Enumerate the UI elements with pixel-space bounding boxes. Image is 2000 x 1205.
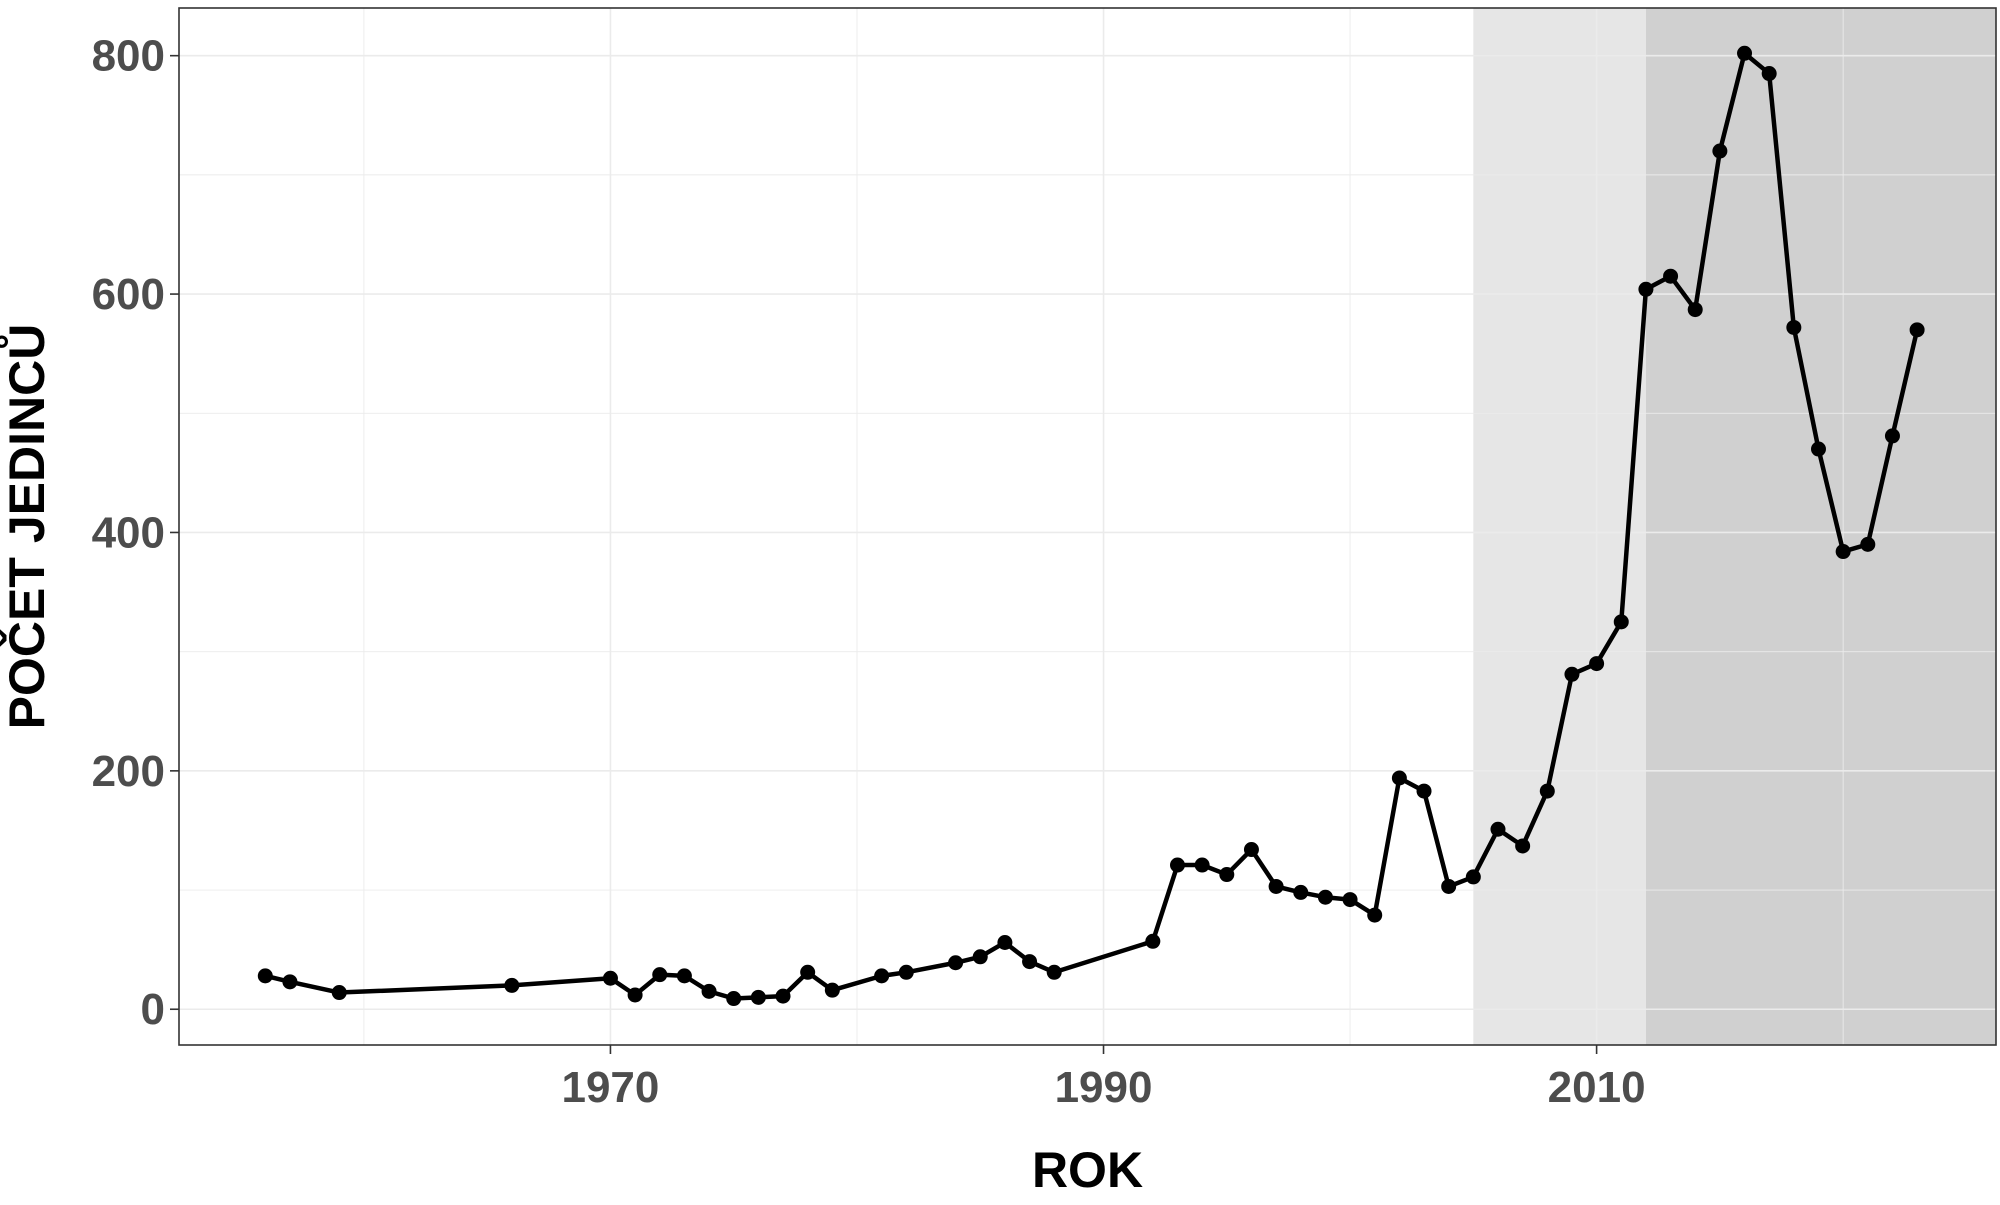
data-point xyxy=(1194,857,1210,873)
data-point xyxy=(874,968,890,984)
shaded-period-2 xyxy=(1645,8,1996,1045)
data-point xyxy=(1046,964,1062,980)
data-point xyxy=(824,982,840,998)
data-point xyxy=(1367,907,1383,923)
grid-lines xyxy=(179,8,1996,1045)
y-tick-label: 400 xyxy=(92,508,165,557)
data-point xyxy=(997,934,1013,950)
y-axis-title: POČET JEDINCŮ xyxy=(0,324,55,730)
data-point xyxy=(1342,892,1358,908)
data-point xyxy=(1638,281,1654,297)
data-point xyxy=(1589,656,1605,672)
data-point xyxy=(972,949,988,965)
data-point xyxy=(1884,428,1900,444)
data-point xyxy=(800,964,816,980)
x-tick-label: 2010 xyxy=(1548,1063,1646,1112)
data-point xyxy=(1243,842,1259,858)
data-point xyxy=(1169,857,1185,873)
data-point xyxy=(1391,770,1407,786)
data-point xyxy=(1737,45,1753,61)
data-point xyxy=(1145,933,1161,949)
series-layer xyxy=(257,45,1925,1007)
data-point xyxy=(1564,666,1580,682)
data-point xyxy=(1687,302,1703,318)
shaded-periods xyxy=(1473,8,1996,1045)
x-tick-label: 1970 xyxy=(561,1063,659,1112)
data-point xyxy=(1712,143,1728,159)
data-point xyxy=(1663,268,1679,284)
data-point xyxy=(1022,954,1038,970)
data-point xyxy=(1909,322,1925,338)
data-point xyxy=(1539,783,1555,799)
data-point xyxy=(750,989,766,1005)
data-point xyxy=(1860,536,1876,552)
data-point xyxy=(1219,867,1235,883)
data-point xyxy=(948,955,964,971)
data-point xyxy=(775,988,791,1004)
axis-ticks: 1970 1990 2010 0 200 400 600 800 xyxy=(92,32,1646,1112)
y-tick-label: 0 xyxy=(141,985,165,1034)
data-point xyxy=(504,977,520,993)
data-point xyxy=(331,985,347,1001)
data-point xyxy=(1441,878,1457,894)
x-axis-title: ROK xyxy=(1032,1142,1143,1198)
data-point xyxy=(1490,821,1506,837)
data-point xyxy=(602,970,618,986)
y-tick-label: 800 xyxy=(92,32,165,81)
data-point xyxy=(627,987,643,1003)
data-point xyxy=(282,974,298,990)
y-tick-label: 200 xyxy=(92,747,165,796)
data-point xyxy=(1317,889,1333,905)
data-point xyxy=(1786,319,1802,335)
x-tick-label: 1990 xyxy=(1055,1063,1153,1112)
data-point xyxy=(257,968,273,984)
data-point xyxy=(1515,838,1531,854)
data-point xyxy=(1835,544,1851,560)
shaded-period-1 xyxy=(1473,8,1646,1045)
data-point xyxy=(1268,878,1284,894)
y-tick-label: 600 xyxy=(92,270,165,319)
data-point xyxy=(1293,884,1309,900)
data-point xyxy=(1465,869,1481,885)
data-point xyxy=(676,968,692,984)
data-point xyxy=(1613,614,1629,630)
data-point xyxy=(1761,66,1777,82)
data-point xyxy=(1810,441,1826,457)
data-point xyxy=(652,967,668,983)
panel-border xyxy=(178,7,1997,1046)
data-point xyxy=(1416,783,1432,799)
data-point xyxy=(726,991,742,1007)
data-point xyxy=(701,983,717,999)
data-point xyxy=(898,964,914,980)
